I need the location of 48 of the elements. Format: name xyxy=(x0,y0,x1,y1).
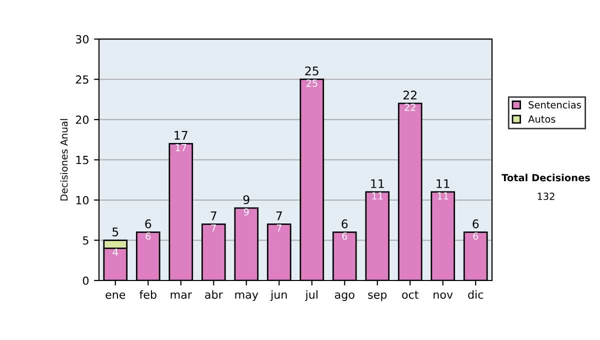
x-tick-label: jul xyxy=(305,290,318,301)
text: Total Decisiones xyxy=(502,174,590,182)
total-label: 17 xyxy=(174,131,188,140)
x-tick-label: may xyxy=(235,292,258,301)
total-label: 22 xyxy=(403,90,416,100)
text: 132 xyxy=(538,192,554,200)
total-label: 11 xyxy=(436,179,450,188)
x-tick-label: jun xyxy=(270,290,287,301)
total-label: 6 xyxy=(145,219,152,228)
y-tick-label: 10 xyxy=(76,196,89,204)
x-tick-label: dic xyxy=(468,290,484,299)
total-label: 5 xyxy=(112,228,118,236)
total-label: 6 xyxy=(472,219,479,228)
total-label: 25 xyxy=(305,66,318,76)
y-tick-label: 15 xyxy=(76,156,88,164)
x-tick-label: ene xyxy=(106,292,126,299)
total-label: 6 xyxy=(342,219,348,228)
data-label: 22 xyxy=(404,104,416,111)
x-tick-label: nov xyxy=(434,292,453,299)
data-label: 4 xyxy=(112,248,118,256)
x-tick-label: oct xyxy=(402,290,418,299)
data-label: 6 xyxy=(473,232,478,240)
data-label: 9 xyxy=(244,208,249,216)
data-label: 7 xyxy=(276,224,282,232)
data-label: 11 xyxy=(372,192,383,200)
x-tick-label: ago xyxy=(334,292,354,301)
legend-label: Autos xyxy=(528,116,556,123)
y-tick-label: 25 xyxy=(76,75,88,84)
total-label: 9 xyxy=(243,195,250,204)
data-label: 7 xyxy=(211,224,216,232)
data-label: 17 xyxy=(176,144,186,152)
total-label: 7 xyxy=(210,212,216,220)
total-label: 7 xyxy=(276,212,282,220)
y-tick-label: 20 xyxy=(76,116,89,124)
total-label: 11 xyxy=(371,179,384,188)
x-tick-label: abr xyxy=(205,290,223,299)
y-tick-label: 5 xyxy=(83,236,88,245)
y-tick-label: 0 xyxy=(82,276,89,285)
y-axis-title: Decisiones Anual xyxy=(60,119,68,200)
y-tick-label: 30 xyxy=(76,35,89,44)
x-tick-label: feb xyxy=(139,290,156,299)
data-label: 6 xyxy=(146,232,151,240)
data-label: 6 xyxy=(342,232,348,240)
data-label: 11 xyxy=(438,192,448,200)
x-tick-label: mar xyxy=(170,292,192,299)
data-label: 25 xyxy=(306,80,318,87)
legend-label: Sentencias xyxy=(528,100,581,108)
x-tick-label: sep xyxy=(368,292,387,301)
